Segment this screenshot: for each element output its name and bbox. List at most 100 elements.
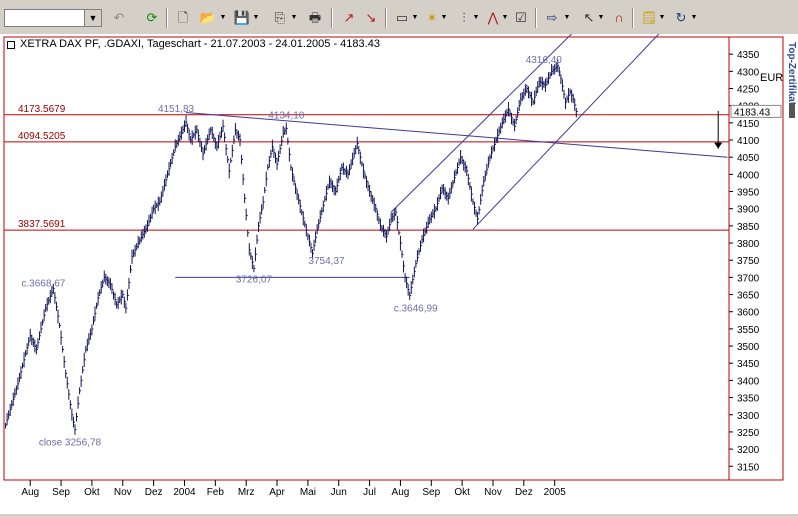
y-tick-label: 4150	[737, 119, 760, 130]
magnet-icon[interactable]: ∩	[614, 10, 624, 25]
pointer-icon[interactable]: ↖	[583, 10, 595, 25]
toolbar-separator	[632, 8, 634, 28]
symbol-combo[interactable]: ▼	[4, 9, 102, 27]
y-tick-label: 3200	[737, 445, 760, 456]
annotation-label: 4134,10	[268, 110, 305, 121]
x-tick-label: 2005	[544, 487, 567, 498]
x-tick-label: Feb	[207, 487, 225, 498]
window-icon[interactable]: ▭	[395, 10, 409, 25]
y-tick-label: 3900	[737, 205, 760, 216]
x-tick-label: Okt	[454, 487, 470, 498]
level-label: 3837.5691	[18, 219, 66, 230]
y-tick-label: 3400	[737, 376, 760, 387]
annotation-label: 3754,37	[308, 256, 345, 267]
y-tick-label: 4000	[737, 170, 760, 181]
level-label: 4094.5205	[18, 131, 66, 142]
plot-area	[3, 36, 730, 481]
chart-a-icon[interactable]: ↗	[343, 10, 355, 25]
chevron-down-icon[interactable]: ▼	[501, 14, 509, 21]
y-tick-label: 3350	[737, 394, 760, 405]
notes-icon[interactable]: 🗒	[640, 10, 658, 25]
chevron-down-icon[interactable]: ▼	[563, 14, 571, 21]
y-tick-label: 3550	[737, 325, 760, 336]
x-tick-label: Sep	[422, 487, 440, 498]
y-tick-label: 4050	[737, 153, 760, 164]
x-tick-label: Aug	[21, 487, 39, 498]
copy-icon[interactable]: ⎘	[274, 10, 286, 25]
zigzag-icon[interactable]: ⋀	[487, 10, 499, 25]
x-tick-label: Apr	[269, 487, 285, 498]
y-tick-label: 3500	[737, 342, 760, 353]
x-tick-label: Mai	[300, 487, 316, 498]
chevron-down-icon[interactable]: ▼	[440, 14, 448, 21]
chevron-down-icon[interactable]: ▼	[411, 14, 419, 21]
y-tick-label: 3950	[737, 188, 760, 199]
toolbar-separator	[331, 8, 333, 28]
x-tick-label: Aug	[392, 487, 410, 498]
chevron-down-icon[interactable]: ▼	[252, 14, 260, 21]
indicator-icon[interactable]: ✶	[426, 10, 438, 25]
level-label: 4173.5679	[18, 104, 66, 115]
chevron-down-icon[interactable]: ▼	[690, 14, 698, 21]
reload-icon[interactable]: ↻	[675, 10, 687, 25]
x-tick-label: Nov	[484, 487, 502, 498]
x-tick-label: Nov	[114, 487, 132, 498]
new-icon[interactable]: 🗋	[177, 10, 189, 25]
chevron-down-icon[interactable]: ▼	[597, 14, 605, 21]
properties-icon[interactable]: ☑	[515, 10, 527, 25]
chevron-down-icon[interactable]: ▼	[219, 14, 227, 21]
sidebar-marker	[789, 103, 795, 118]
x-tick-label: Dez	[145, 487, 163, 498]
y-tick-label: 3700	[737, 273, 760, 284]
toolbar-separator	[385, 8, 387, 28]
toolbar: ▼ ↶ ⟳ 🗋 📂 ▼ 💾 ▼ ⎘ ▼ 🖶 ↗ ↘ ▭ ▼ ✶ ▼ ⫶ ▼ ⋀ …	[0, 0, 798, 35]
y-tick-label: 3450	[737, 359, 760, 370]
chevron-down-icon[interactable]: ▼	[290, 14, 298, 21]
x-axis-panel	[0, 481, 783, 513]
y-tick-label: 3650	[737, 291, 760, 302]
toolbar-separator	[535, 8, 537, 28]
x-tick-label: Mrz	[238, 487, 255, 498]
print-icon[interactable]: 🖶	[308, 10, 322, 25]
x-tick-label: Okt	[84, 487, 100, 498]
chevron-down-icon[interactable]: ▼	[472, 14, 480, 21]
last-price-box	[730, 104, 782, 118]
x-tick-label: Jul	[363, 487, 376, 498]
annotation-label: 4316,40	[526, 55, 563, 66]
chevron-down-icon[interactable]: ▼	[658, 14, 666, 21]
toolbar-separator	[166, 8, 168, 28]
annotation-label: 4151,83	[158, 104, 195, 115]
undo-icon[interactable]: ↶	[113, 10, 125, 25]
annotation-label: c.3668,67	[21, 278, 65, 289]
save-icon[interactable]: 💾	[233, 10, 251, 25]
candle-icon[interactable]: ⫶	[462, 10, 466, 25]
x-tick-label: Sep	[52, 487, 70, 498]
last-price-label: 4183.43	[734, 107, 771, 118]
trend-line-resistance	[185, 112, 728, 158]
y-tick-label: 3250	[737, 428, 760, 439]
y-tick-label: 4250	[737, 85, 760, 96]
y-tick-label: 3750	[737, 256, 760, 267]
chevron-down-icon[interactable]: ▼	[84, 10, 101, 26]
chart-window-icon[interactable]	[7, 41, 15, 49]
y-tick-label: 3850	[737, 222, 760, 233]
refresh-icon[interactable]: ⟳	[146, 10, 158, 25]
annotation-label: c.3646,99	[394, 304, 438, 315]
arrow-icon[interactable]: ⇨	[546, 10, 558, 25]
down-arrow-icon	[714, 142, 723, 149]
x-tick-label: 2004	[173, 487, 196, 498]
annotation-label: 3726,07	[236, 274, 273, 285]
chart-b-icon[interactable]: ↘	[365, 10, 377, 25]
y-tick-label: 3150	[737, 462, 760, 473]
chart-title: XETRA DAX PF, .GDAXI, Tageschart - 21.07…	[20, 38, 380, 50]
y-tick-label: 4300	[737, 67, 760, 78]
open-icon[interactable]: 📂	[199, 10, 217, 25]
currency-label: EUR	[760, 72, 784, 84]
y-tick-label: 3600	[737, 308, 760, 319]
annotation-label: close 3256,78	[39, 438, 102, 449]
y-tick-label: 4350	[737, 50, 760, 61]
sidebar-label[interactable]: Top-Zertifikate	[786, 42, 797, 111]
y-tick-label: 3800	[737, 239, 760, 250]
